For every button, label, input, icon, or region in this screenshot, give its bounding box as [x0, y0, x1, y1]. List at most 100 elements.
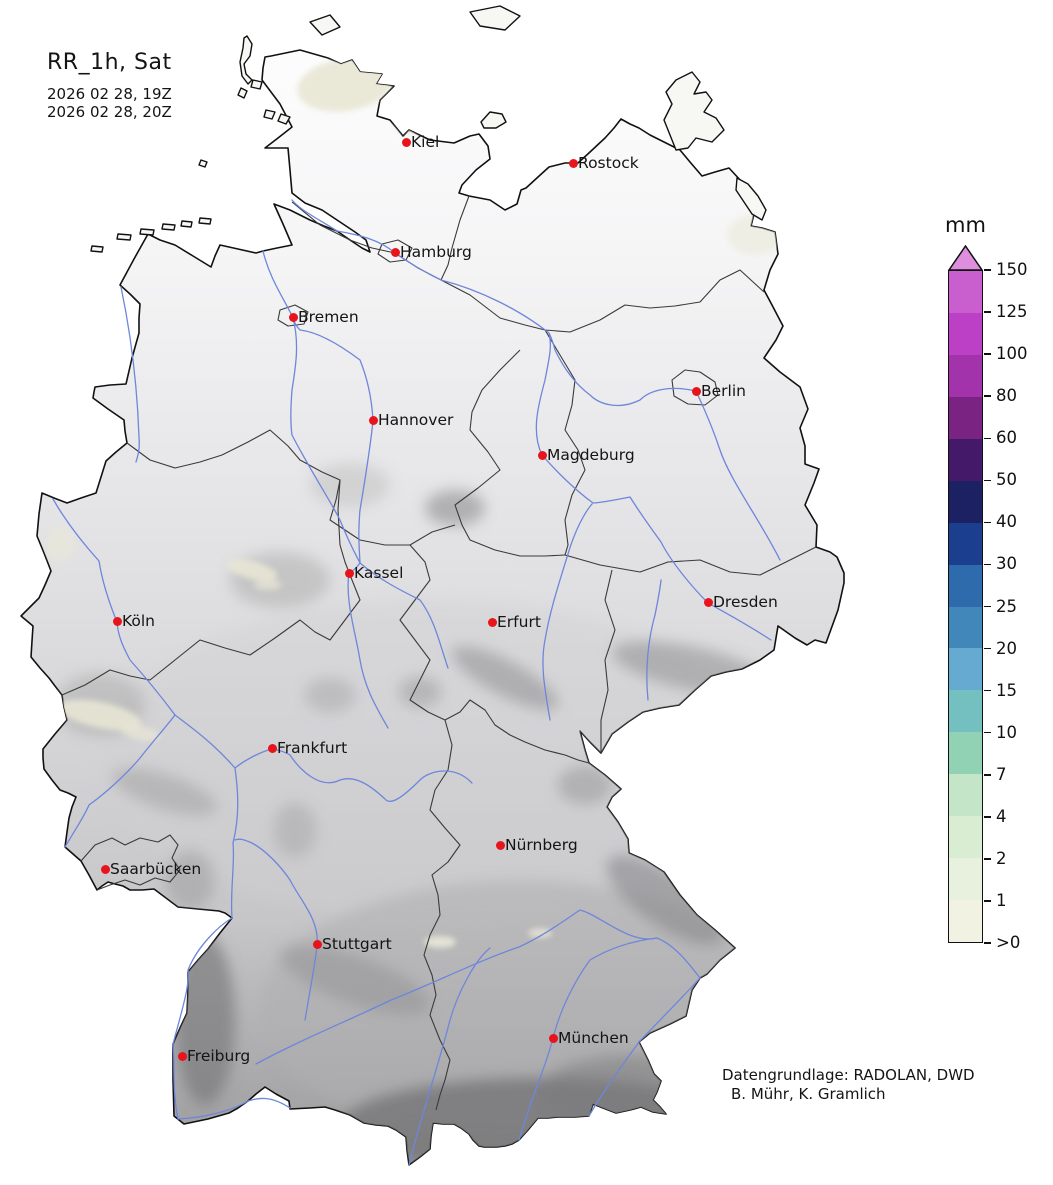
city-dot-münchen	[548, 1033, 558, 1043]
river-saale	[542, 503, 593, 721]
colorbar-tick-label: 100	[996, 344, 1028, 364]
city-dot-kassel	[344, 568, 354, 578]
map-title: RR_1h, Sat	[47, 50, 172, 75]
colorbar-tickmark	[984, 605, 991, 608]
colorbar-tickmark	[984, 942, 991, 944]
map-subtitle: 2026 02 28, 19Z 2026 02 28, 20Z	[47, 85, 172, 121]
colorbar-segment-50	[949, 480, 982, 523]
colorbar-segment-125	[949, 312, 982, 355]
river-isar	[518, 937, 658, 1141]
islands	[90, 5, 767, 253]
river-weser	[262, 250, 361, 564]
city-dot-köln	[112, 616, 122, 626]
colorbar-tickmark	[984, 311, 991, 313]
colorbar-segment-40	[949, 522, 982, 565]
colorbar-segment-10	[949, 732, 982, 775]
colorbar-segment-25	[949, 606, 982, 649]
river-havel	[548, 332, 697, 407]
colorbar	[948, 270, 983, 943]
colorbar-tickmark	[984, 774, 991, 776]
city-dot-saarbücken	[100, 864, 110, 874]
colorbar-tickmark	[984, 858, 991, 860]
colorbar-segment-4	[949, 816, 982, 859]
river-inn	[588, 977, 701, 1117]
river-mulde	[646, 579, 662, 701]
colorbar-tickmark	[984, 563, 991, 566]
colorbar-tickmark	[984, 521, 991, 524]
colorbar-tick-label: 60	[996, 428, 1017, 448]
colorbar-tick-label: 125	[996, 302, 1028, 322]
subtitle-line-1: 2026 02 28, 19Z	[47, 85, 172, 103]
city-label-hamburg: Hamburg	[400, 243, 472, 261]
colorbar-tickmark	[984, 395, 991, 397]
colorbar-tick-label: 40	[996, 512, 1017, 532]
city-dot-erfurt	[487, 617, 497, 627]
colorbar-tickmark	[984, 269, 991, 271]
city-label-bremen: Bremen	[298, 308, 359, 326]
city-label-köln: Köln	[122, 612, 156, 630]
city-dot-hamburg	[390, 247, 400, 257]
colorbar-segment-80	[949, 396, 982, 439]
colorbar-tick-label: 15	[996, 680, 1017, 700]
city-dot-dresden	[703, 597, 713, 607]
city-label-nürnberg: Nürnberg	[505, 836, 578, 854]
city-dot-kiel	[401, 137, 411, 147]
city-dot-rostock	[568, 158, 578, 168]
city-label-saarbücken: Saarbücken	[110, 860, 202, 878]
river-leine-aller	[292, 317, 374, 564]
colorbar-tickmark	[984, 900, 991, 902]
berlin-boundary	[671, 369, 719, 406]
colorbar-tickmark	[984, 731, 991, 734]
colorbar-segment-15	[949, 690, 982, 733]
city-dot-stuttgart	[312, 939, 322, 949]
river-lech	[408, 947, 491, 1166]
colorbar-segment-20	[949, 648, 982, 691]
colorbar-segment-150	[949, 271, 982, 313]
colorbar-segment-7	[949, 774, 982, 817]
colorbar-segment-100	[949, 354, 982, 397]
city-label-dresden: Dresden	[713, 593, 778, 611]
river-mosel	[64, 714, 176, 848]
colorbar-segment-30	[949, 564, 982, 607]
colorbar-tickmark	[984, 647, 991, 650]
terrain-shading	[55, 463, 780, 1165]
city-dot-freiburg	[177, 1051, 187, 1061]
colorbar-tick-label: 150	[996, 260, 1028, 279]
city-label-hannover: Hannover	[378, 411, 454, 429]
city-label-freiburg: Freiburg	[187, 1047, 251, 1065]
city-dot-magdeburg	[537, 450, 547, 460]
city-dot-bremen	[288, 312, 298, 322]
city-label-magdeburg: Magdeburg	[547, 446, 635, 464]
city-label-stuttgart: Stuttgart	[322, 935, 392, 953]
colorbar-tickmark	[984, 437, 991, 439]
colorbar-tick-label: 10	[996, 722, 1017, 742]
colorbar-tick-label: 50	[996, 470, 1017, 490]
city-label-frankfurt: Frankfurt	[277, 739, 348, 757]
attribution: Datengrundlage: RADOLAN, DWD B. Mühr, K.…	[722, 1066, 975, 1104]
colorbar-segment-60	[949, 438, 982, 481]
colorbar-segment-2	[949, 858, 982, 901]
colorbar-tick-label: 80	[996, 386, 1017, 406]
city-dot-berlin	[691, 386, 701, 396]
colorbar-tick-label: 1	[996, 890, 1007, 910]
river-spree	[695, 390, 781, 561]
city-label-münchen: München	[558, 1029, 629, 1047]
colorbar-tickmark	[984, 479, 991, 482]
colorbar-tick-label: >0	[996, 933, 1021, 952]
colorbar-unit-label: mm	[945, 213, 986, 237]
river-ems	[120, 286, 140, 463]
subtitle-line-2: 2026 02 28, 20Z	[47, 103, 172, 121]
state-borders	[61, 195, 817, 1111]
river-neckar	[234, 838, 318, 1021]
colorbar-tick-label: 7	[996, 764, 1007, 784]
city-label-kiel: Kiel	[411, 133, 440, 151]
city-dot-nürnberg	[495, 840, 505, 850]
colorbar-tickmark	[984, 816, 991, 818]
colorbar-overflow-arrow	[948, 245, 983, 271]
colorbar-tick-label: 30	[996, 554, 1017, 574]
city-label-berlin: Berlin	[701, 382, 746, 400]
colorbar-tickmark	[984, 353, 991, 355]
attribution-line-2: B. Mühr, K. Gramlich	[731, 1085, 886, 1103]
